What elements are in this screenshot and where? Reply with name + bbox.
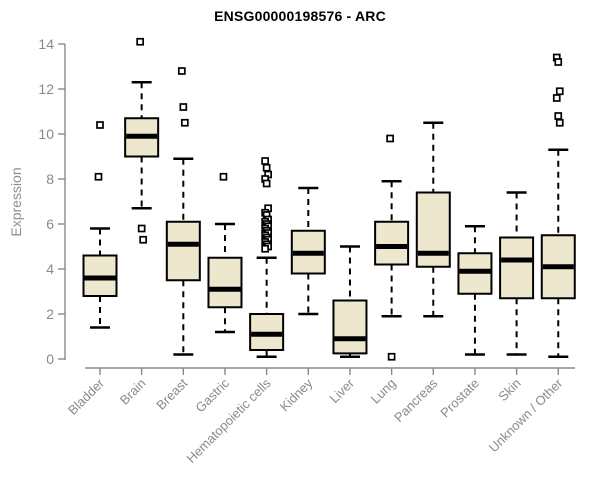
outlier-point (94, 172, 103, 181)
x-tick-label: Pancreas (391, 375, 441, 425)
x-tick-label: Unknown / Other (486, 375, 566, 455)
boxplot-pancreas: Pancreas (391, 121, 451, 425)
outlier-point (179, 103, 188, 111)
median-bar (459, 268, 491, 274)
boxplot-bladder: Bladder (65, 121, 118, 418)
median-bar (126, 133, 158, 139)
iqr-box (499, 236, 535, 300)
outlier-point (261, 244, 269, 253)
y-tick-label: 10 (38, 126, 54, 142)
boxplot-liver: Liver (327, 245, 368, 406)
median-bar (542, 264, 574, 270)
outlier-point (554, 112, 563, 120)
outlier-point (387, 352, 396, 361)
y-tick-label: 6 (46, 216, 54, 232)
iqr-box (207, 256, 243, 309)
iqr-box (165, 220, 201, 282)
x-tick-label: Skin (495, 376, 523, 404)
outlier-point (386, 134, 394, 143)
x-tick-label: Bladder (65, 375, 108, 418)
median-bar (167, 241, 199, 247)
y-tick-label: 4 (46, 261, 54, 277)
median-bar (376, 244, 408, 249)
y-tick-label: 14 (38, 36, 54, 52)
boxplot-gastric: Gastric (192, 172, 243, 415)
y-tick-label: 8 (46, 171, 54, 187)
outlier-point (219, 172, 228, 181)
median-bar (84, 275, 116, 281)
outlier-point (261, 157, 269, 165)
boxplot-lung: Lung (368, 134, 410, 407)
x-tick-label: Gastric (192, 375, 232, 415)
boxplot-breast: Breast (153, 67, 201, 413)
x-tick-label: Breast (153, 375, 190, 412)
y-tick-label: 12 (38, 81, 54, 97)
outlier-point (554, 58, 563, 66)
outlier-point (555, 118, 564, 127)
median-bar (501, 257, 533, 263)
outlier-point (555, 87, 564, 96)
outlier-point (552, 94, 561, 102)
chart-title: ENSG00000198576 - ARC (214, 8, 386, 24)
median-bar (417, 250, 449, 256)
boxplot-hematopoietic-cells: Hematopoietic cells (183, 157, 285, 466)
outlier-point (180, 118, 189, 127)
outlier-point (137, 224, 146, 233)
iqr-box (332, 299, 368, 355)
outlier-point (136, 37, 145, 46)
outlier-point (139, 235, 148, 244)
y-tick-label: 0 (46, 351, 54, 367)
iqr-box (374, 220, 410, 266)
median-bar (334, 336, 366, 342)
outlier-point (96, 121, 104, 129)
median-bar (209, 286, 241, 292)
x-tick-label: Kidney (277, 375, 316, 414)
outlier-point (177, 67, 186, 75)
median-bar (251, 331, 283, 337)
x-tick-label: Brain (117, 376, 149, 408)
boxplot-kidney: Kidney (277, 186, 326, 414)
outlier-point (262, 179, 271, 188)
x-tick-label: Prostate (437, 376, 482, 421)
outlier-point (262, 163, 271, 172)
y-tick-label: 2 (46, 306, 54, 322)
x-tick-label: Liver (327, 375, 358, 406)
boxplot-skin: Skin (495, 191, 535, 404)
boxplot-brain: Brain (117, 37, 160, 408)
x-tick-label: Lung (368, 376, 399, 407)
median-bar (292, 250, 324, 256)
